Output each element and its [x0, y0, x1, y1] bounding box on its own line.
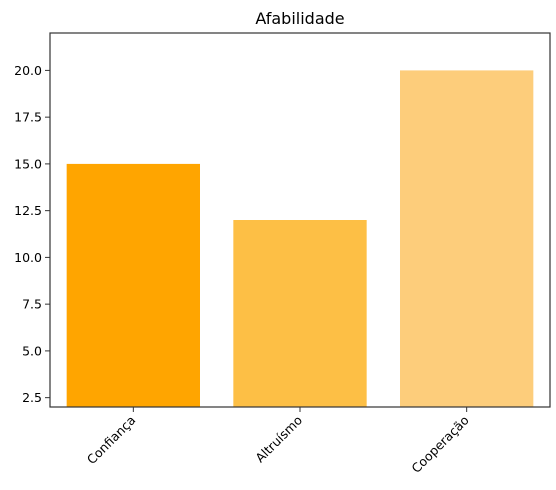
x-tick-label: Confiança — [84, 413, 139, 468]
y-tick-label: 12.5 — [14, 203, 42, 218]
y-tick-label: 15.0 — [14, 156, 42, 171]
y-tick-label: 5.0 — [22, 343, 42, 358]
y-tick-label: 7.5 — [22, 297, 42, 312]
bar-2 — [233, 220, 367, 407]
chart-title: Afabilidade — [255, 9, 344, 28]
bar-3 — [400, 70, 534, 408]
x-tick-label: Altruísmo — [252, 413, 305, 466]
y-tick-label: 20.0 — [14, 63, 42, 78]
y-tick-label: 10.0 — [14, 250, 42, 265]
bar-1 — [66, 163, 201, 407]
x-tick-label: Cooperação — [408, 413, 471, 476]
y-tick-label: 17.5 — [14, 110, 42, 125]
y-tick-label: 2.5 — [22, 390, 42, 405]
plot-frame — [49, 32, 551, 408]
